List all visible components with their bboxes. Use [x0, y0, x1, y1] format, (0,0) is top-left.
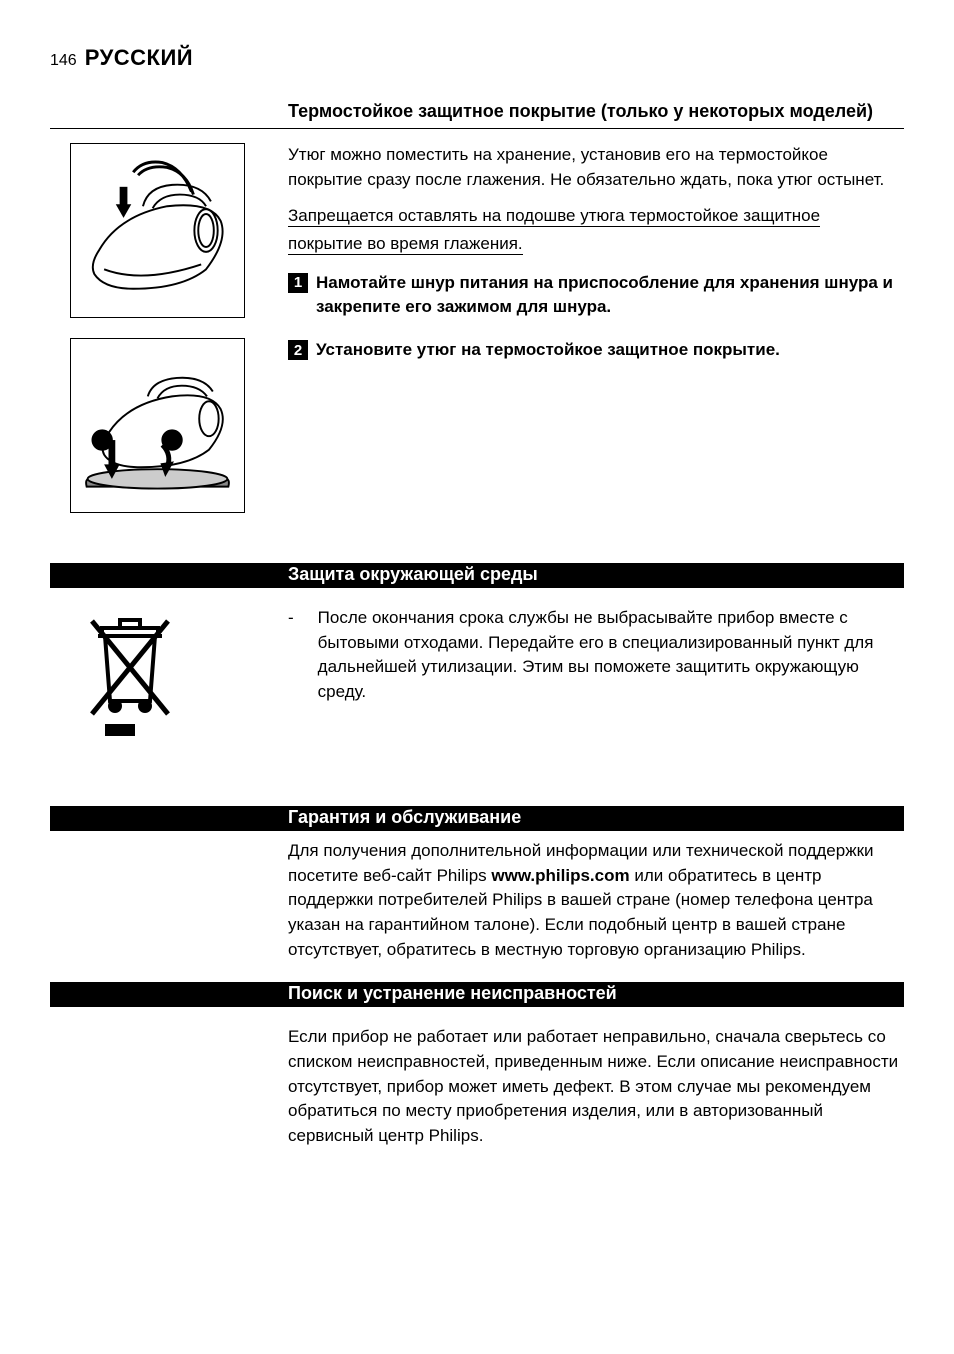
section2-heading-bar: Защита окружающей среды	[50, 563, 904, 588]
illustration-iron-rest: 1 2	[70, 338, 245, 513]
section3-heading: Гарантия и обслуживание	[288, 806, 904, 831]
section2-content: - После окончания срока службы не выбрас…	[50, 606, 904, 746]
header-title: РУССКИЙ	[85, 45, 193, 71]
step1-text: Намотайте шнур питания на приспособление…	[316, 271, 904, 320]
step2-text: Установите утюг на термостойкое защитное…	[316, 338, 780, 363]
section1-block1: Утюг можно поместить на хранение, устано…	[50, 143, 904, 338]
svg-text:1: 1	[99, 434, 106, 448]
section1-warning: Запрещается оставлять на подошве утюга т…	[288, 202, 904, 256]
section2-heading: Защита окружающей среды	[288, 563, 904, 588]
illustration-iron-cord	[70, 143, 245, 318]
page-number: 146	[50, 52, 77, 70]
recycle-bin-icon	[80, 606, 180, 741]
section1-heading: Термостойкое защитное покрытие (только у…	[288, 99, 904, 124]
section1-step2: 2 Установите утюг на термостойкое защитн…	[288, 338, 904, 363]
section3-heading-bar: Гарантия и обслуживание	[50, 806, 904, 831]
section2-bullet: - После окончания срока службы не выбрас…	[288, 606, 904, 705]
section1-step1: 1 Намотайте шнур питания на приспособлен…	[288, 271, 904, 320]
step-number-1: 1	[288, 273, 308, 293]
section4-content: Если прибор не работает или работает неп…	[50, 1025, 904, 1158]
section1-intro: Утюг можно поместить на хранение, устано…	[288, 143, 904, 192]
section4-text: Если прибор не работает или работает неп…	[288, 1025, 904, 1148]
section4-heading: Поиск и устранение неисправностей	[288, 982, 904, 1007]
page-header: 146 РУССКИЙ	[50, 45, 904, 71]
section3-content: Для получения дополнительной информации …	[50, 839, 904, 972]
section2-bullet-text: После окончания срока службы не выбрасыв…	[318, 606, 904, 705]
step-number-2: 2	[288, 340, 308, 360]
section3-text: Для получения дополнительной информации …	[288, 839, 904, 962]
bullet-dash: -	[288, 606, 294, 705]
section4-heading-bar: Поиск и устранение неисправностей	[50, 982, 904, 1007]
section1-heading-row: Термостойкое защитное покрытие (только у…	[50, 99, 904, 129]
svg-text:2: 2	[169, 434, 176, 448]
section1-block2: 1 2 2 Установите утюг на термостойкое за…	[50, 338, 904, 533]
